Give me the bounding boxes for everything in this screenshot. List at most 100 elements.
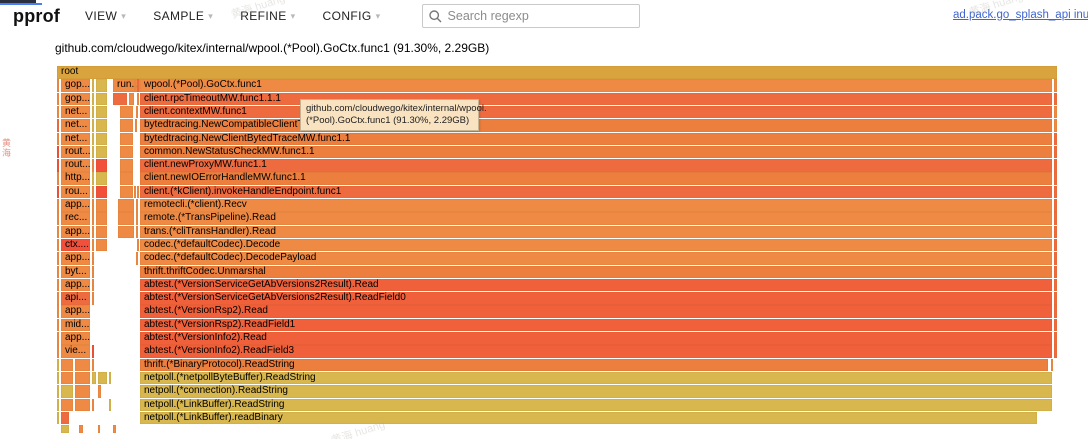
flame-frame[interactable]: common.NewStatusCheckMW.func1.1 [140, 145, 1052, 159]
flame-frame[interactable]: http... [61, 172, 90, 185]
flame-frame[interactable]: gop... [61, 92, 90, 106]
flame-frame-sliver[interactable] [96, 212, 107, 225]
flame-frame-sliver[interactable] [1054, 119, 1057, 132]
flame-frame-sliver[interactable] [129, 92, 134, 106]
flame-frame[interactable]: netpoll.(*connection).ReadString [140, 385, 1052, 398]
flame-frame-sliver[interactable] [1054, 225, 1057, 239]
flame-frame[interactable]: remote.(*TransPipeline).Read [140, 212, 1052, 225]
flame-frame-sliver[interactable] [92, 132, 94, 145]
flame-frame-sliver[interactable] [113, 425, 116, 434]
flame-frame-sliver[interactable] [96, 79, 107, 92]
menu-config[interactable]: CONFIG ▾ [323, 9, 381, 23]
flame-frame-sliver[interactable] [57, 212, 59, 225]
flame-frame[interactable]: client.rpcTimeoutMW.func1.1.1 [140, 92, 1052, 106]
flame-frame-sliver[interactable] [137, 79, 139, 92]
flame-frame-sliver[interactable] [92, 199, 94, 212]
flame-frame[interactable]: client.newIOErrorHandleMW.func1.1 [140, 172, 1052, 185]
flame-frame-sliver[interactable] [1054, 159, 1057, 172]
flame-frame-sliver[interactable] [92, 265, 94, 278]
flame-frame[interactable]: vie... [61, 345, 90, 358]
flame-frame-sliver[interactable] [57, 398, 59, 411]
flame-frame-sliver[interactable] [61, 425, 69, 434]
flame-frame-sliver[interactable] [120, 172, 133, 185]
flame-frame[interactable]: app... [61, 278, 90, 292]
flame-frame[interactable]: abtest.(*VersionInfo2).ReadField3 [140, 345, 1052, 358]
flame-frame-sliver[interactable] [135, 119, 137, 132]
flame-frame[interactable]: root [57, 66, 1057, 79]
flame-frame-sliver[interactable] [1054, 238, 1057, 252]
flame-frame-sliver[interactable] [109, 398, 111, 411]
flame-frame[interactable]: netpoll.(*LinkBuffer).ReadString [140, 398, 1052, 411]
flame-frame-sliver[interactable] [134, 79, 136, 92]
flame-frame-sliver[interactable] [137, 92, 139, 106]
flame-frame[interactable]: wpool.(*Pool).GoCtx.func1 [140, 79, 1052, 92]
flame-frame-sliver[interactable] [61, 398, 73, 411]
flame-frame-sliver[interactable] [61, 411, 69, 425]
flame-frame-sliver[interactable] [92, 105, 94, 119]
flame-frame[interactable]: thrift.thriftCodec.Unmarshal [140, 265, 1052, 278]
flame-frame-sliver[interactable] [57, 345, 59, 358]
flame-frame-sliver[interactable] [57, 265, 59, 278]
menu-view[interactable]: VIEW ▾ [85, 9, 126, 23]
flame-frame[interactable]: app... [61, 305, 90, 318]
flame-frame[interactable]: netpoll.(*netpollByteBuffer).ReadString [140, 371, 1052, 385]
flame-frame[interactable]: remotecli.(*client).Recv [140, 199, 1052, 212]
flame-frame-sliver[interactable] [61, 371, 73, 385]
flame-frame[interactable]: rec... [61, 212, 90, 225]
flame-frame[interactable]: abtest.(*VersionServiceGetAbVersions2Res… [140, 278, 1052, 292]
flame-frame-sliver[interactable] [57, 172, 59, 185]
flame-frame-sliver[interactable] [57, 411, 59, 425]
flame-frame[interactable]: bytedtracing.NewCompatibleClientT [140, 119, 1052, 132]
flame-frame-sliver[interactable] [92, 252, 94, 265]
flame-frame[interactable]: rou... [61, 185, 90, 199]
flame-frame-sliver[interactable] [1054, 278, 1057, 292]
flame-frame[interactable]: trans.(*cliTransHandler).Read [140, 225, 1052, 239]
flame-frame-sliver[interactable] [98, 425, 100, 434]
search-box[interactable] [421, 4, 640, 28]
flame-frame-sliver[interactable] [1054, 132, 1057, 145]
flame-frame-sliver[interactable] [1054, 105, 1057, 119]
flame-frame[interactable]: netpoll.(*LinkBuffer).readBinary [140, 411, 1037, 425]
flame-frame-sliver[interactable] [96, 145, 107, 159]
flame-frame[interactable]: app... [61, 225, 90, 239]
flame-frame-sliver[interactable] [92, 278, 94, 292]
flame-frame-sliver[interactable] [92, 345, 94, 358]
flame-frame[interactable]: run... [113, 79, 140, 92]
flame-frame[interactable]: app... [61, 252, 90, 265]
flame-frame[interactable]: api... [61, 292, 90, 305]
flame-frame[interactable]: byt... [61, 265, 90, 278]
flame-frame-sliver[interactable] [92, 225, 94, 239]
flame-frame-sliver[interactable] [1054, 252, 1057, 265]
flame-frame-sliver[interactable] [92, 185, 94, 199]
flame-frame-sliver[interactable] [57, 199, 59, 212]
flame-frame-sliver[interactable] [57, 292, 59, 305]
flame-frame-sliver[interactable] [136, 199, 138, 212]
flame-frame-sliver[interactable] [75, 358, 90, 372]
flame-frame-sliver[interactable] [1051, 358, 1053, 372]
flame-frame-sliver[interactable] [118, 212, 134, 225]
flame-frame[interactable]: mid... [61, 318, 90, 332]
flame-frame-sliver[interactable] [92, 398, 94, 411]
flame-frame-sliver[interactable] [92, 92, 94, 106]
flame-frame-sliver[interactable] [92, 119, 94, 132]
flame-frame-sliver[interactable] [57, 358, 59, 372]
flame-frame-sliver[interactable] [96, 185, 107, 199]
flame-frame-sliver[interactable] [57, 278, 59, 292]
flame-frame-sliver[interactable] [57, 252, 59, 265]
flame-frame-sliver[interactable] [118, 225, 134, 239]
flame-frame[interactable]: thrift.(*BinaryProtocol).ReadString [140, 358, 1048, 372]
flame-frame-sliver[interactable] [57, 145, 59, 159]
flame-frame-sliver[interactable] [136, 212, 138, 225]
flame-frame-sliver[interactable] [75, 385, 90, 398]
flame-frame-sliver[interactable] [57, 305, 59, 318]
menu-sample[interactable]: SAMPLE ▾ [153, 9, 213, 23]
flame-frame-sliver[interactable] [120, 105, 133, 119]
flame-frame[interactable]: net... [61, 132, 90, 145]
flame-frame[interactable]: app... [61, 332, 90, 345]
flame-frame-sliver[interactable] [75, 398, 90, 411]
flame-frame-sliver[interactable] [137, 185, 139, 199]
flame-frame[interactable]: ctx.... [61, 238, 90, 252]
flame-frame[interactable]: app... [61, 199, 90, 212]
flame-frame[interactable]: codec.(*defaultCodec).Decode [140, 238, 1052, 252]
flame-frame-sliver[interactable] [96, 172, 107, 185]
